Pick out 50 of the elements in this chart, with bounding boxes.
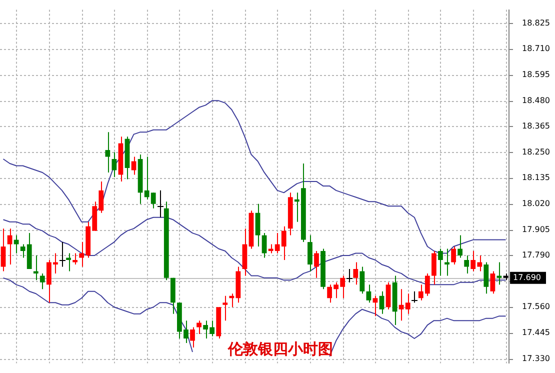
y-tick-label: 18.825 — [522, 18, 550, 28]
candlestick — [0, 228, 6, 272]
candlestick — [372, 295, 378, 317]
candlestick — [458, 234, 463, 258]
candlestick — [484, 262, 489, 294]
candlestick — [14, 234, 19, 254]
candlestick — [379, 290, 384, 314]
candlestick — [66, 252, 71, 272]
candlestick — [308, 234, 312, 272]
candlestick — [496, 262, 502, 286]
candlestick — [40, 272, 45, 290]
candlestick — [366, 284, 372, 304]
y-tick-label: 18.595 — [522, 70, 550, 79]
candlestick — [59, 242, 66, 268]
y-tick-label: 17.560 — [522, 302, 550, 312]
candlestick — [438, 248, 443, 276]
candlestick — [360, 266, 365, 294]
y-tick-label: 18.710 — [522, 44, 550, 54]
y-tick-label: 17.905 — [522, 224, 550, 234]
y-tick-label: 18.135 — [522, 173, 550, 182]
candlestick — [222, 295, 228, 322]
candlestick — [444, 248, 450, 276]
ref-line-label: 17.690 — [513, 273, 541, 282]
y-tick-label: 18.365 — [522, 122, 550, 131]
candlestick — [432, 250, 436, 286]
candlestick — [196, 320, 202, 335]
y-tick-label: 18.250 — [522, 147, 550, 156]
candlestick — [346, 268, 353, 283]
candlestick — [464, 254, 470, 274]
candlestick — [7, 228, 12, 265]
candlestick — [262, 232, 267, 258]
candlestick — [33, 254, 38, 281]
text: 伦敦银四小时图 — [228, 340, 333, 359]
candlestick — [411, 290, 418, 304]
candlestick — [112, 152, 117, 178]
candlestick — [386, 282, 391, 310]
candlestick — [72, 252, 78, 265]
candlestick — [157, 190, 164, 218]
candlestick — [105, 132, 110, 173]
candlestick — [353, 262, 358, 286]
y-tick-label: 17.790 — [522, 250, 550, 260]
y-tick-label: 18.480 — [522, 96, 550, 105]
candlestick — [190, 326, 195, 348]
candlestick — [255, 203, 260, 248]
y-tick-label: 18.020 — [522, 198, 550, 208]
candlestick — [314, 250, 319, 278]
candlestick — [490, 270, 496, 294]
candlestick — [451, 246, 456, 265]
y-tick-label: 17.445 — [522, 328, 550, 337]
y-tick-label: 17.330 — [522, 354, 550, 363]
